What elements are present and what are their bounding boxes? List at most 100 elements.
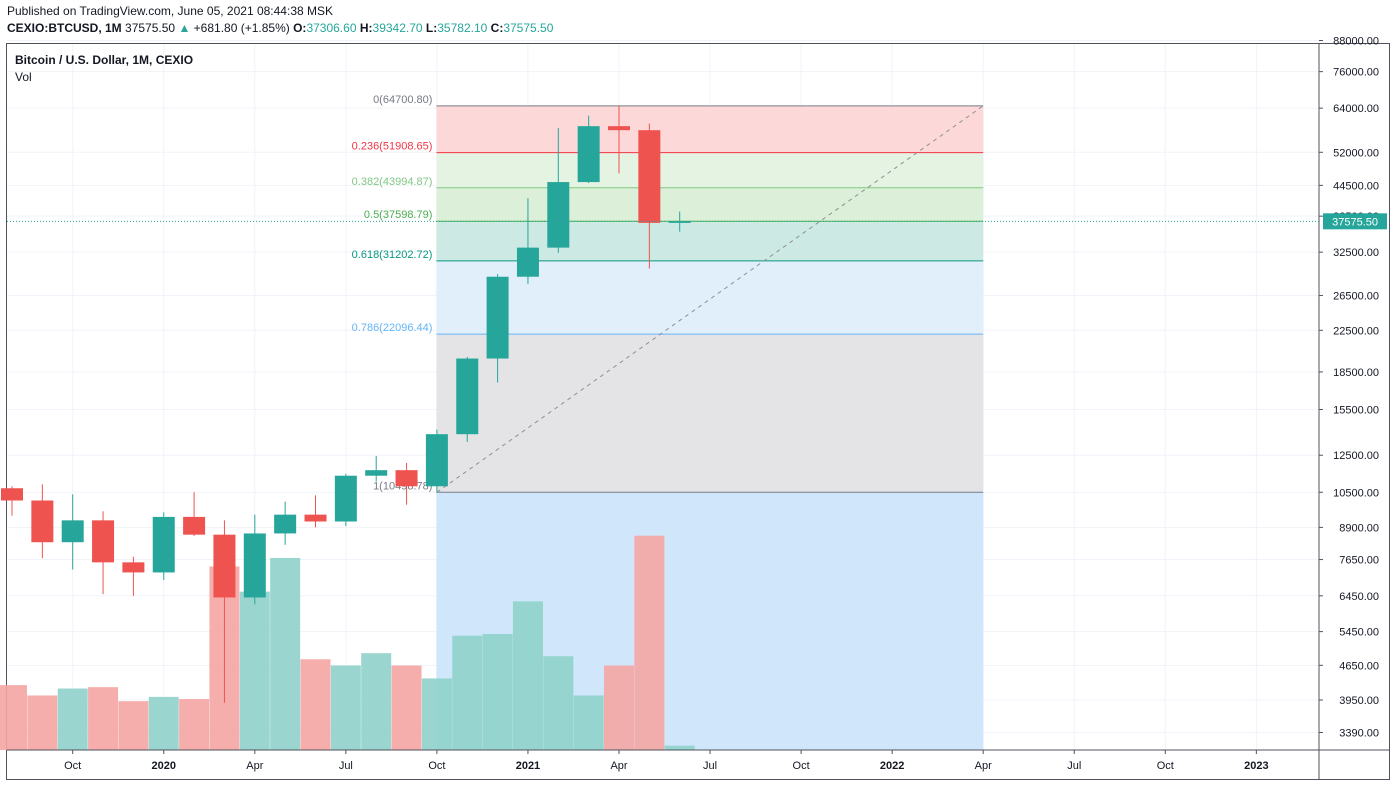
- volume-bar: [634, 535, 665, 750]
- fib-level-label: 0.236(51908.65): [352, 141, 433, 153]
- x-tick-label: Oct: [1157, 760, 1174, 772]
- y-tick-label: 3390.00: [1339, 727, 1379, 739]
- y-tick-label: 15500.00: [1333, 404, 1379, 416]
- chart-frame: [6, 43, 1390, 780]
- fib-zone: [436, 152, 984, 188]
- legend-vol: Vol: [15, 70, 32, 84]
- fib-level-label: 0.5(37598.79): [364, 209, 433, 221]
- fib-level-label: 0.618(31202.72): [352, 249, 433, 261]
- last-price-badge-label: 37575.50: [1332, 216, 1378, 228]
- y-tick-label: 12500.00: [1333, 450, 1379, 462]
- x-tick-label: 2020: [152, 760, 176, 772]
- volume-bar: [0, 685, 27, 750]
- axes: 88000.00 76000.00 64000.00 52000.00 44500.00…: [7, 35, 1389, 779]
- candle-body: [152, 516, 175, 573]
- close-label: C:: [490, 21, 504, 35]
- volume-bar: [27, 695, 58, 750]
- x-tick-label: Apr: [246, 760, 263, 772]
- low-value: 35782.10: [437, 21, 488, 35]
- volume-bar: [118, 701, 149, 750]
- y-tick-label: 4650.00: [1339, 660, 1379, 672]
- candle-body: [304, 514, 327, 522]
- y-tick-label: 26500.00: [1333, 291, 1379, 303]
- volume-bar: [482, 634, 513, 750]
- candle-body: [334, 475, 357, 522]
- x-tick-label: Oct: [64, 760, 81, 772]
- volume-bar: [452, 635, 483, 750]
- close-value: 37575.50: [503, 21, 554, 35]
- x-tick-label: Jul: [339, 760, 353, 772]
- candle-body: [668, 221, 691, 223]
- x-tick-label: 2023: [1244, 760, 1268, 772]
- volume-bar: [543, 656, 574, 750]
- last-price: 37575.50: [125, 21, 176, 35]
- symbol-label: CEXIO:BTCUSD, 1M: [7, 21, 122, 35]
- y-tick-label: 44500.00: [1333, 180, 1379, 192]
- fib-level-label: 0.382(43994.87): [352, 176, 433, 188]
- fib-retracement[interactable]: 0(64700.80) 0.236(51908.65) 0.382(43994.87…: [352, 94, 984, 750]
- candle-body: [1, 488, 23, 501]
- y-tick-label: 6450.00: [1339, 591, 1379, 603]
- candle-body: [183, 516, 206, 535]
- y-tick-label: 5450.00: [1339, 627, 1379, 639]
- volume-bar: [664, 745, 695, 750]
- candle-body: [213, 534, 236, 598]
- legend-title: Bitcoin / U.S. Dollar, 1M, CEXIO: [15, 53, 194, 67]
- candle-body: [31, 500, 54, 543]
- published-note: Published on TradingView.com, June 05, 2…: [7, 4, 333, 18]
- volume-bar: [179, 699, 210, 750]
- y-tick-label: 76000.00: [1333, 67, 1379, 79]
- candle-body: [638, 130, 661, 223]
- volume-bar: [270, 557, 301, 750]
- x-tick-label: 2022: [880, 760, 904, 772]
- y-tick-label: 88000.00: [1333, 35, 1379, 47]
- volume-bar: [88, 687, 119, 750]
- fib-level-label: 0(64700.80): [373, 94, 432, 106]
- candle-body: [486, 276, 509, 359]
- volume-bars: [0, 535, 695, 750]
- fib-zone: [436, 334, 984, 493]
- high-label: H:: [359, 21, 373, 35]
- candle-body: [547, 182, 570, 248]
- open-value: 37306.60: [306, 21, 357, 35]
- open-label: O:: [293, 21, 307, 35]
- candle-body: [122, 562, 145, 573]
- x-tick-label: 2021: [516, 760, 540, 772]
- volume-bar: [361, 653, 392, 750]
- fib-zone: [436, 187, 984, 222]
- candle-body: [456, 358, 479, 435]
- ohlc-header: CEXIO:BTCUSD, 1M 37575.50 ▲ +681.80 (+1.…: [7, 21, 553, 35]
- x-tick-label: Jul: [1067, 760, 1081, 772]
- volume-bar: [239, 591, 270, 750]
- x-tick-label: Oct: [793, 760, 810, 772]
- x-tick-label: Oct: [428, 760, 445, 772]
- volume-bar: [604, 665, 634, 750]
- y-tick-label: 22500.00: [1333, 325, 1379, 337]
- fib-level-label: 1(10498.78): [373, 480, 432, 492]
- y-tick-label: 3950.00: [1339, 695, 1379, 707]
- volume-bar: [573, 695, 604, 750]
- fib-level-label: 0.786(22096.44): [352, 322, 433, 334]
- candle-body: [395, 470, 418, 487]
- candle-body: [274, 514, 297, 534]
- volume-bar: [330, 665, 361, 750]
- volume-bar: [148, 696, 179, 750]
- candle-body: [61, 520, 84, 543]
- candles: [1, 105, 691, 703]
- volume-bar: [300, 659, 331, 750]
- y-tick-label: 64000.00: [1333, 103, 1379, 115]
- y-tick-label: 32500.00: [1333, 247, 1379, 259]
- y-tick-label: 8900.00: [1339, 522, 1379, 534]
- volume-bar: [57, 688, 88, 750]
- candle-body: [577, 126, 600, 183]
- fib-zone: [436, 105, 984, 153]
- x-tick-label: Apr: [610, 760, 627, 772]
- candle-body: [243, 533, 266, 598]
- high-value: 39342.70: [372, 21, 423, 35]
- volume-bar: [421, 678, 452, 750]
- low-label: L:: [425, 21, 438, 35]
- candle-body: [92, 520, 115, 563]
- candle-body: [365, 470, 388, 476]
- x-tick-label: Apr: [975, 760, 992, 772]
